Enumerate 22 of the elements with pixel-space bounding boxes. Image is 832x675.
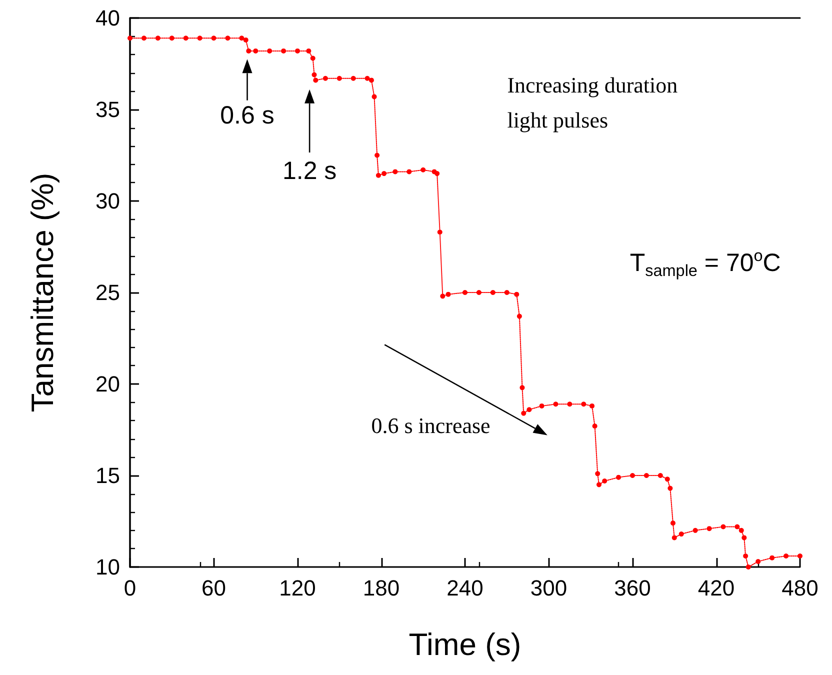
y-tick-label: 15	[96, 463, 120, 488]
annotation: 0.6 s	[220, 102, 274, 130]
x-tick-label: 300	[530, 576, 568, 600]
y-tick-label: 30	[96, 188, 120, 214]
x-tick-label: 120	[279, 576, 316, 600]
x-tick-label: 480	[782, 576, 818, 600]
y-tick-label: 25	[96, 280, 120, 305]
annotation: 0.6 s increase	[371, 412, 490, 438]
annotation: 1.2 s	[282, 157, 337, 186]
x-tick-label: 240	[446, 576, 484, 600]
annotation: Increasing duration light pulses	[507, 72, 684, 133]
y-tick-label: 40	[96, 6, 120, 30]
y-axis-title: Tansmittance (%)	[25, 172, 60, 412]
y-tick-label: 35	[96, 97, 120, 122]
x-tick-label: 360	[614, 576, 651, 600]
x-axis-title: Time (s)	[408, 627, 522, 662]
x-tick-label: 60	[202, 576, 226, 600]
y-tick-label: 10	[96, 554, 120, 580]
y-tick-label: 20	[96, 372, 120, 396]
x-tick-label: 0	[124, 576, 136, 600]
x-tick-label: 180	[362, 576, 400, 600]
x-tick-label: 420	[698, 576, 735, 600]
